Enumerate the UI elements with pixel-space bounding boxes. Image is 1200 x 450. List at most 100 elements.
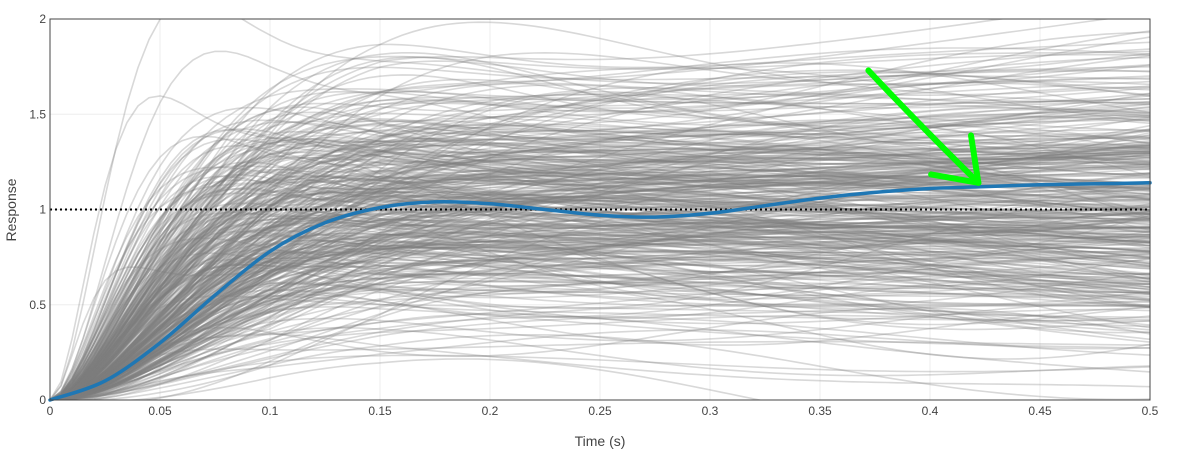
ensemble-line: [50, 314, 1150, 400]
ensemble-line: [50, 231, 1150, 400]
ensemble-line: [50, 71, 1150, 400]
ensemble-line: [50, 203, 1150, 400]
ensemble-line: [50, 140, 1150, 400]
ensemble-line: [50, 250, 1150, 400]
ensemble-line: [50, 234, 1150, 400]
ensemble-line: [50, 230, 1150, 400]
ensemble-line: [50, 217, 1150, 400]
ensemble-line: [50, 115, 1150, 400]
ensemble-line: [50, 116, 1150, 400]
ensemble-line: [50, 146, 1150, 400]
ensemble-line: [50, 51, 1150, 400]
ensemble-line: [50, 109, 1150, 400]
ensemble-line: [50, 98, 1150, 400]
ensemble-line: [50, 257, 1150, 400]
ensemble-line: [50, 19, 1007, 400]
ensemble-line: [50, 122, 1150, 400]
ensemble-line: [50, 181, 1150, 400]
ensemble-line: [50, 155, 1150, 400]
ensemble-line: [50, 107, 1150, 400]
ensemble-line: [50, 54, 1150, 400]
ensemble-line: [50, 106, 1150, 400]
ensemble-line: [50, 178, 1150, 400]
ensemble-line: [50, 221, 1150, 400]
ensemble-line: [50, 69, 1150, 400]
ensemble-line: [50, 137, 1150, 400]
ensemble-line: [50, 56, 1150, 400]
ensemble-line: [50, 194, 1150, 400]
ensemble-line: [50, 231, 1150, 400]
ensemble-line: [50, 280, 1150, 400]
ensemble-line: [50, 230, 1150, 400]
ensemble-line: [50, 158, 1150, 400]
ensemble-line: [50, 93, 1150, 400]
ensemble-line: [50, 214, 1150, 400]
y-tick-label: 2: [39, 12, 46, 26]
ensemble-lines: [50, 19, 1150, 400]
annotation-arrow-shaft: [865, 67, 982, 186]
x-tick-label: 0.05: [148, 404, 172, 418]
ensemble-line: [50, 333, 1150, 400]
ensemble-line: [50, 307, 1150, 400]
x-tick-labels: 0 0.05 0.1 0.15 0.2 0.25 0.3 0.35 0.4 0.45 0.5: [47, 404, 1159, 418]
ensemble-line: [50, 30, 1150, 400]
ensemble-line: [50, 128, 1150, 400]
ensemble-line: [50, 208, 1150, 400]
plot-border: [49, 18, 1151, 401]
ensemble-line: [50, 143, 1150, 400]
ensemble-line: [50, 149, 1150, 400]
ensemble-line: [50, 306, 1150, 400]
ensemble-line: [50, 215, 1150, 400]
ensemble-line: [50, 236, 1150, 400]
ensemble-line: [50, 186, 1150, 400]
ensemble-line: [50, 216, 1150, 400]
ensemble-line: [50, 260, 1150, 400]
ensemble-line: [50, 239, 1150, 400]
ensemble-line: [50, 137, 1150, 400]
ensemble-line: [50, 116, 1150, 400]
ensemble-line: [50, 156, 1150, 400]
ensemble-line: [50, 186, 1150, 400]
ensemble-line: [50, 125, 1150, 400]
ensemble-line: [50, 141, 1150, 400]
y-tick-label: 0: [39, 393, 46, 407]
ensemble-line: [50, 186, 1150, 400]
ensemble-line: [50, 207, 1150, 400]
ensemble-line: [50, 235, 1150, 400]
ensemble-line: [50, 182, 1150, 400]
ensemble-line: [50, 288, 1150, 400]
ensemble-line: [50, 85, 1150, 400]
ensemble-line: [50, 275, 1150, 400]
ensemble-line: [50, 237, 1150, 400]
ensemble-line: [50, 111, 1150, 400]
ensemble-line: [50, 202, 1150, 400]
ensemble-line: [50, 134, 1150, 400]
ensemble-line: [50, 176, 1150, 400]
ensemble-line: [50, 178, 1150, 400]
ensemble-line: [50, 56, 1150, 400]
ensemble-line: [50, 31, 1150, 400]
ensemble-line: [50, 120, 1150, 400]
x-tick-label: 0.5: [1142, 404, 1159, 418]
ensemble-line: [50, 232, 1150, 400]
ensemble-line: [50, 197, 1150, 400]
ensemble-line: [50, 242, 1150, 400]
ensemble-line: [50, 119, 1150, 400]
x-tick-label: 0.3: [702, 404, 719, 418]
ensemble-line: [50, 232, 1150, 400]
ensemble-line: [50, 150, 1150, 400]
ensemble-line: [50, 82, 1150, 400]
ensemble-line: [50, 244, 1150, 400]
ensemble-line: [50, 293, 1150, 400]
ensemble-line: [50, 215, 1150, 400]
y-tick-label: 1: [39, 203, 46, 217]
ensemble-line: [50, 207, 1150, 400]
ensemble-line: [50, 52, 1150, 400]
ensemble-line: [50, 93, 1150, 400]
ensemble-line: [50, 239, 1150, 400]
ensemble-line: [50, 75, 1150, 400]
x-axis-title: Time (s): [575, 433, 626, 449]
y-tick-labels: 0 0.5 1 1.5 2: [29, 12, 46, 407]
ensemble-line: [50, 238, 1150, 400]
